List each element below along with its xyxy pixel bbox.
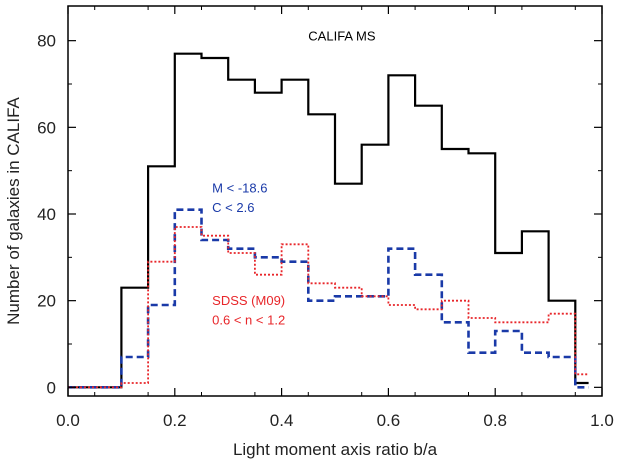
y-tick-label: 80 [37,32,56,51]
annotation-a3: C < 2.6 [212,200,254,215]
annotation-a5: 0.6 < n < 1.2 [212,313,285,328]
series-layer [68,52,589,389]
x-tick-label: 0.8 [483,411,507,430]
series-califa_ms-line [68,52,589,389]
x-tick-label: 0.4 [270,411,294,430]
y-tick-label: 0 [47,378,56,397]
x-tick-label: 0.2 [163,411,187,430]
x-tick-label: 0.6 [377,411,401,430]
x-axis-title: Light moment axis ratio b/a [233,440,438,459]
y-axis-title: Number of galaxies in CALIFA [4,96,23,324]
y-tick-label: 60 [37,118,56,137]
annotation-layer: CALIFA MS M < -18.6 C < 2.6 SDSS (M09) 0.6 <… [212,29,376,328]
annotation-a1: CALIFA MS [308,29,376,44]
y-tick-label: 20 [37,292,56,311]
x-tick-label: 1.0 [590,411,614,430]
series-sdss_m09-line [68,226,589,389]
annotation-a4: SDSS (M09) [212,293,285,308]
y-tick-label: 40 [37,205,56,224]
annotation-a2: M < -18.6 [212,180,267,195]
plot-frame [67,5,603,397]
x-tick-label: 0.0 [56,411,80,430]
tick-layer: 0.0 0.2 0.4 0.6 0.8 1.0 0 20 40 60 80 [37,6,614,430]
series-califa_cut-line [68,208,589,389]
